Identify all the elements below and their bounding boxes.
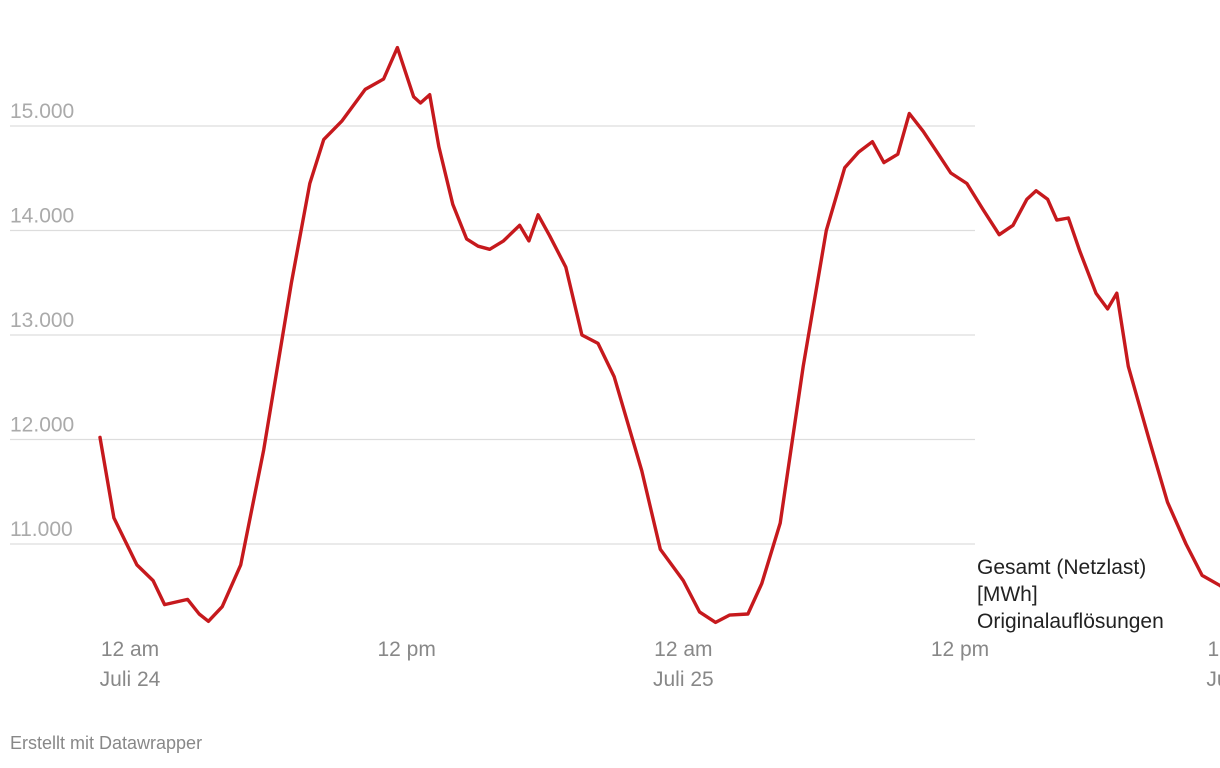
- y-tick-label: 15.000: [10, 100, 74, 123]
- y-tick-label: 13.000: [10, 309, 74, 332]
- x-tick-label: 12 am: [1207, 638, 1220, 661]
- y-tick-label: 12.000: [10, 414, 74, 437]
- y-tick-label: 11.000: [10, 518, 73, 541]
- x-tick-date-label: Juli 26: [1206, 668, 1220, 691]
- y-tick-label: 14.000: [10, 205, 74, 228]
- series-label-line: Originalauflösungen: [977, 610, 1164, 633]
- x-tick-label: 12 am: [654, 638, 712, 661]
- gridlines: [10, 125, 975, 545]
- x-tick-label: 12 pm: [931, 638, 989, 661]
- x-tick-date-label: Juli 24: [100, 668, 161, 691]
- x-tick-label: 12 pm: [377, 638, 435, 661]
- x-tick-label: 12 am: [101, 638, 159, 661]
- series-line: [98, 45, 1220, 625]
- credit-text: Erstellt mit Datawrapper: [10, 733, 203, 753]
- x-tick-date-label: Juli 25: [653, 668, 714, 691]
- series-layer: [98, 45, 1220, 625]
- x-axis-ticks: 12 am Juli 24 12 pm 12 am Juli 25 12 pm 12 am J…: [100, 638, 1220, 691]
- series-label-line: Gesamt (Netzlast): [977, 556, 1146, 579]
- y-axis-ticks: 11.000 12.000 13.000 14.000 15.000: [10, 100, 74, 541]
- series-label: Gesamt (Netzlast) [MWh] Originalauflösunge…: [977, 556, 1164, 633]
- series-label-line: [MWh]: [977, 583, 1038, 606]
